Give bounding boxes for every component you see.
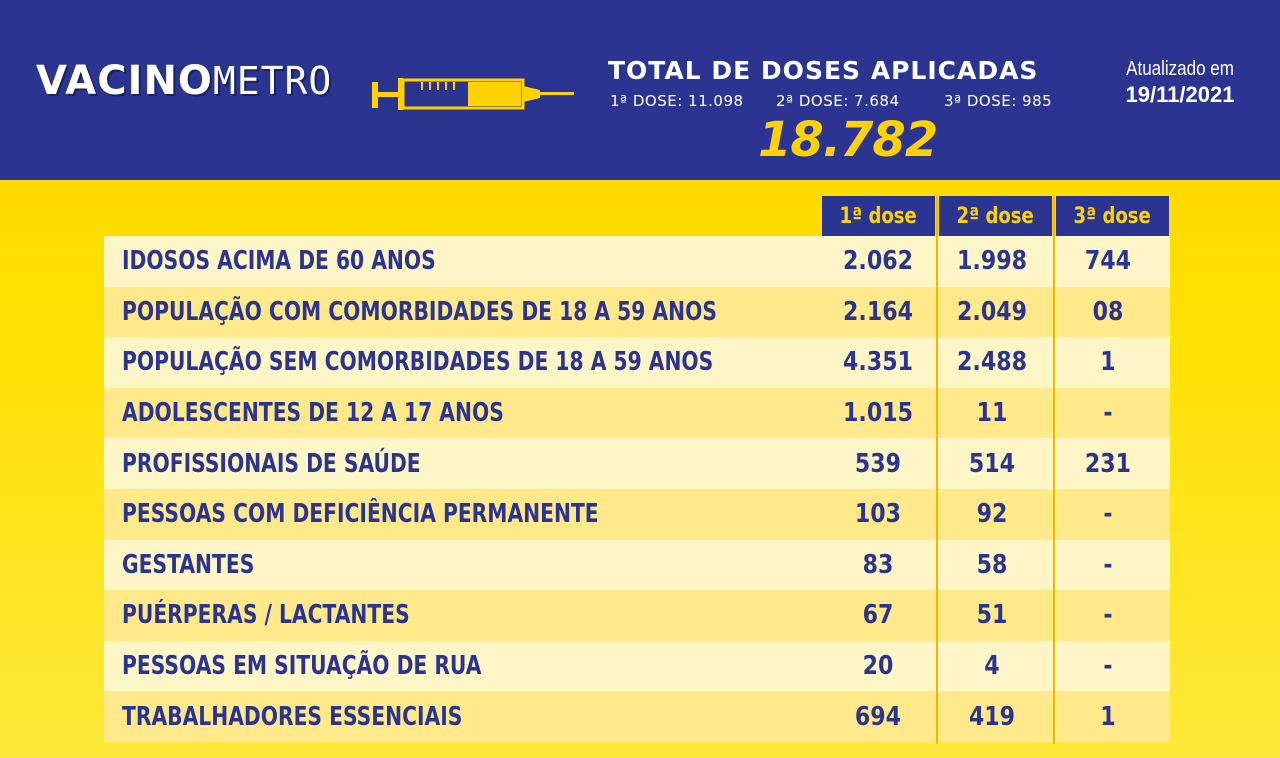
dose3-value: - bbox=[1103, 398, 1113, 429]
row-label: PESSOAS EM SITUAÇÃO DE RUA bbox=[122, 651, 482, 682]
dose2-value: 4 bbox=[984, 651, 1000, 682]
dose2-value: 2.488 bbox=[957, 347, 1027, 378]
row-label: POPULAÇÃO SEM COMORBIDADES DE 18 A 59 AN… bbox=[122, 347, 714, 378]
column-header-dose1: 1ª dose bbox=[822, 196, 935, 236]
dose1-value: 539 bbox=[854, 448, 902, 479]
table-row: ADOLESCENTES DE 12 A 17 ANOS 1.015 11 - bbox=[104, 387, 1170, 439]
column-divider bbox=[1053, 196, 1055, 744]
dose3-value: - bbox=[1103, 600, 1113, 631]
dose3-value: - bbox=[1103, 651, 1113, 682]
dose3-value: 744 bbox=[1084, 246, 1132, 277]
row-label: IDOSOS ACIMA DE 60 ANOS bbox=[122, 246, 436, 277]
dose2-value: 419 bbox=[968, 701, 1016, 732]
dose2-value: 11 bbox=[976, 398, 1008, 429]
dose1-value: 83 bbox=[862, 549, 894, 580]
dose2-value: 1.998 bbox=[957, 246, 1027, 277]
dose1-value: 694 bbox=[854, 701, 902, 732]
dose2-value: 514 bbox=[968, 448, 1016, 479]
dose2-summary: 2ª DOSE: 7.684 bbox=[776, 92, 900, 110]
row-label: PESSOAS COM DEFICIÊNCIA PERMANENTE bbox=[122, 499, 599, 530]
column-header-dose2: 2ª dose bbox=[939, 196, 1052, 236]
dose3-value: 1 bbox=[1100, 701, 1116, 732]
vacinometro-logo: VACINOMETRO bbox=[36, 58, 333, 104]
table-row: IDOSOS ACIMA DE 60 ANOS 2.062 1.998 744 bbox=[104, 236, 1170, 287]
dose2-value: 58 bbox=[976, 549, 1008, 580]
dose3-value: - bbox=[1103, 499, 1113, 530]
row-label: ADOLESCENTES DE 12 A 17 ANOS bbox=[122, 398, 504, 429]
dose2-value: 2.049 bbox=[957, 296, 1027, 327]
dose1-value: 20 bbox=[862, 651, 894, 682]
row-label: PUÉRPERAS / LACTANTES bbox=[122, 600, 410, 631]
column-divider bbox=[936, 196, 938, 744]
total-doses-value: 18.782 bbox=[758, 112, 938, 168]
row-label: TRABALHADORES ESSENCIAIS bbox=[122, 701, 463, 732]
header-banner: VACINOMETRO TOTAL DE DOSES APLICADAS 1ª … bbox=[0, 0, 1280, 180]
table-row: PUÉRPERAS / LACTANTES 67 51 - bbox=[104, 590, 1170, 641]
dose1-value: 103 bbox=[854, 499, 902, 530]
dose1-value: 2.062 bbox=[843, 246, 913, 277]
updated-label: Atualizado em bbox=[1126, 58, 1234, 80]
dose3-value: 08 bbox=[1092, 296, 1124, 327]
syringe-icon bbox=[372, 78, 574, 110]
dose1-value: 4.351 bbox=[843, 347, 913, 378]
updated-date: 19/11/2021 bbox=[1125, 82, 1235, 107]
row-label: PROFISSIONAIS DE SAÚDE bbox=[122, 448, 421, 479]
row-label: POPULAÇÃO COM COMORBIDADES DE 18 A 59 AN… bbox=[122, 296, 717, 327]
dose1-value: 2.164 bbox=[843, 296, 913, 327]
dose3-value: 231 bbox=[1084, 448, 1132, 479]
table-row: TRABALHADORES ESSENCIAIS 694 419 1 bbox=[104, 691, 1170, 742]
dose1-value: 67 bbox=[862, 600, 894, 631]
table-row: PESSOAS COM DEFICIÊNCIA PERMANENTE 103 92 - bbox=[104, 488, 1170, 540]
dose1-value: 1.015 bbox=[843, 398, 913, 429]
dose2-value: 92 bbox=[976, 499, 1008, 530]
table-row: PESSOAS EM SITUAÇÃO DE RUA 20 4 - bbox=[104, 640, 1170, 692]
table-row: GESTANTES 83 58 - bbox=[104, 539, 1170, 591]
dose1-summary: 1ª DOSE: 11.098 bbox=[610, 92, 744, 110]
table-row: PROFISSIONAIS DE SAÚDE 539 514 231 bbox=[104, 438, 1170, 489]
dose3-value: - bbox=[1103, 549, 1113, 580]
column-header-dose3: 3ª dose bbox=[1056, 196, 1169, 236]
table-row: POPULAÇÃO SEM COMORBIDADES DE 18 A 59 AN… bbox=[104, 337, 1170, 388]
table-row: POPULAÇÃO COM COMORBIDADES DE 18 A 59 AN… bbox=[104, 286, 1170, 338]
dose3-summary: 3ª DOSE: 985 bbox=[944, 92, 1053, 110]
row-label: GESTANTES bbox=[122, 549, 255, 580]
total-doses-title: TOTAL DE DOSES APLICADAS bbox=[608, 56, 1039, 85]
dose2-value: 51 bbox=[976, 600, 1008, 631]
vaccination-table: IDOSOS ACIMA DE 60 ANOS 2.062 1.998 744 POPU… bbox=[104, 236, 1170, 742]
dose3-value: 1 bbox=[1100, 347, 1116, 378]
